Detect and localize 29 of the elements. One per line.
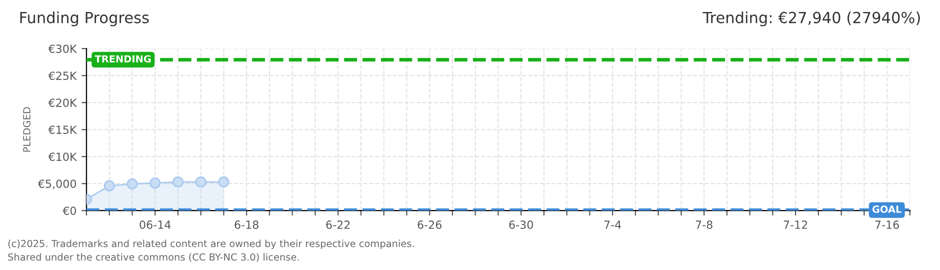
x-tick-label: 7-16 xyxy=(875,220,899,229)
text: Shared under the creative commons (CC BY-NC 3.0) license. xyxy=(8,253,299,262)
x-tick-label: 06-14 xyxy=(140,220,171,229)
y-tick-label: €10K xyxy=(48,152,77,161)
x-tick-label: 6-18 xyxy=(234,220,258,229)
chart-title: Funding Progress xyxy=(20,12,149,26)
x-tick-label: 7-8 xyxy=(696,220,712,229)
y-axis-title: PLEDGED xyxy=(23,107,30,152)
y-tick-label: €30K xyxy=(48,44,77,53)
point xyxy=(218,176,230,188)
x-tick-label: 6-26 xyxy=(418,220,442,229)
point xyxy=(104,180,115,192)
x-tick-label: 7-12 xyxy=(784,220,808,229)
x-tick-label: 6-30 xyxy=(509,220,533,229)
x-tick-label: 7-4 xyxy=(604,220,622,229)
y-tick-label: €20K xyxy=(48,98,77,107)
y-tick-label: €0 xyxy=(62,206,76,215)
point xyxy=(172,176,184,188)
x-tick-label: 6-22 xyxy=(326,220,350,229)
point xyxy=(150,178,161,189)
chart-subtitle: Trending: €27,940 (27940%) xyxy=(702,12,920,26)
ref-line-label: GOAL xyxy=(872,206,902,213)
text: (c)2025. Trademarks and related content are owned by their respective companies. xyxy=(8,240,414,250)
point xyxy=(126,178,138,190)
y-tick-label: €15K xyxy=(48,126,77,134)
y-tick-label: €5,000 xyxy=(38,180,76,190)
y-tick-label: €25K xyxy=(48,72,77,80)
ref-line-label: TRENDING xyxy=(94,55,151,63)
point xyxy=(195,176,206,188)
